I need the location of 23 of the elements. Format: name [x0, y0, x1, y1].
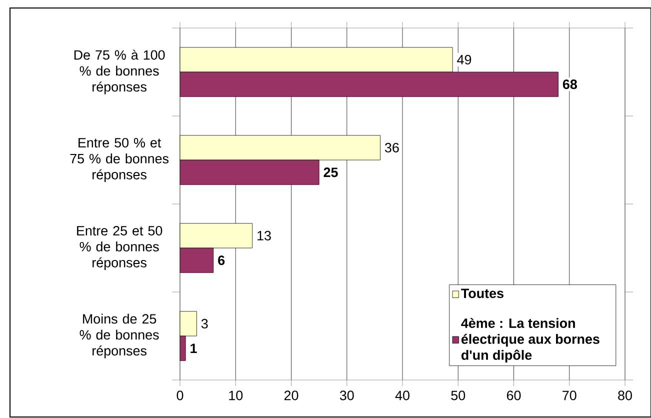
data-label: 13 [258, 230, 271, 240]
x-tick-label: 30 [340, 390, 354, 400]
legend-label: 4ème : La tension électrique aux bornes d'un dipôle [461, 318, 600, 363]
x-tick-label: 10 [229, 390, 243, 400]
y-tick-label: Entre 25 et 50 % de bonnes réponses [77, 226, 162, 270]
data-label: 6 [218, 256, 225, 266]
data-label: 68 [562, 80, 577, 90]
x-tick-label: 20 [284, 390, 298, 400]
y-tick-label: Entre 50 % et 75 % de bonnes réponses [70, 138, 169, 182]
data-label: 25 [324, 168, 338, 178]
y-tick-label: Moins de 25 % de bonnes réponses [80, 314, 159, 358]
x-tick-label: 60 [506, 390, 521, 400]
x-tick-label: 40 [395, 390, 410, 400]
x-tick-label: 70 [562, 390, 576, 400]
y-tick-label: De 75 % à 100 % de bonnes réponses [74, 50, 165, 94]
legend-label: Toutes [461, 288, 504, 298]
data-label: 3 [201, 318, 208, 328]
x-tick-label: 80 [618, 390, 632, 400]
x-tick-label: 50 [451, 390, 466, 400]
x-tick-label: 0 [176, 390, 184, 400]
data-label: 1 [190, 344, 197, 353]
data-label: 36 [384, 142, 399, 152]
data-label: 49 [457, 54, 472, 64]
